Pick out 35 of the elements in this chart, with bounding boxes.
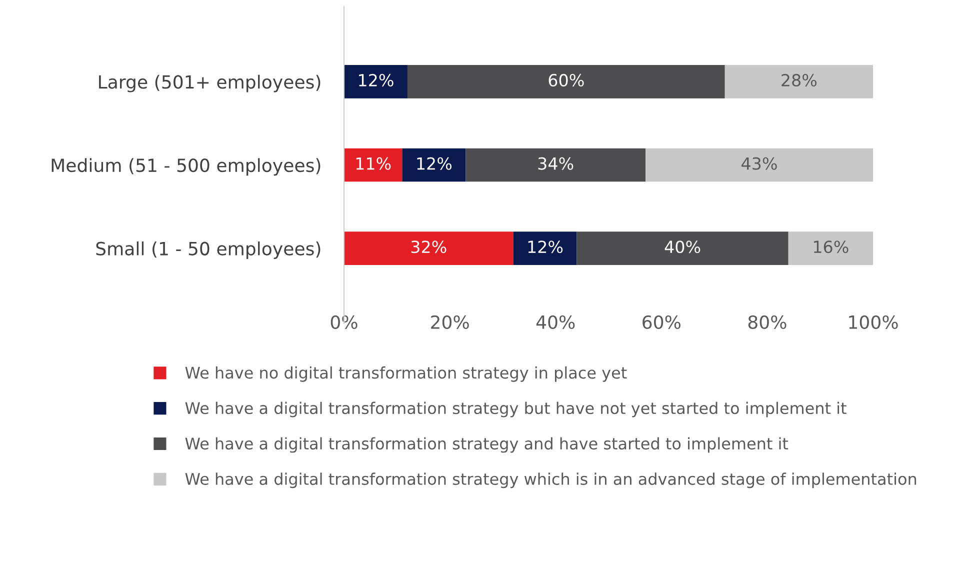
legend-label: We have a digital transformation strategy and have started to implement it xyxy=(185,437,788,453)
data-label: 32% xyxy=(411,240,446,254)
x-tick-label: 80% xyxy=(748,315,786,329)
bar xyxy=(576,232,788,265)
legend-label: We have a digital transformation strategy but have not yet started to implement it xyxy=(185,402,846,418)
data-label: 34% xyxy=(538,157,574,170)
data-label: 40% xyxy=(664,240,700,254)
legend-label: We have no digital transformation strategy in place yet xyxy=(185,366,627,382)
bar xyxy=(344,148,402,182)
data-label: 12% xyxy=(528,240,563,254)
data-label: 11% xyxy=(356,157,391,170)
y-tick-label: Small (1 - 50 employees) xyxy=(96,241,320,259)
bar xyxy=(646,148,873,182)
x-tick-label: 100% xyxy=(849,315,898,329)
data-label: 12% xyxy=(417,157,452,170)
bar xyxy=(466,148,646,182)
bar xyxy=(344,65,408,98)
bar xyxy=(724,65,873,98)
data-label: 28% xyxy=(782,74,817,87)
x-tick-label: 0% xyxy=(330,315,358,329)
bar xyxy=(402,148,466,182)
x-tick-label: 40% xyxy=(536,315,575,329)
y-tick-label: Medium (51 - 500 employees) xyxy=(52,158,320,176)
bar xyxy=(788,232,873,265)
y-tick-label: Large (501+ employees) xyxy=(99,74,320,92)
data-label: 16% xyxy=(814,240,848,254)
bar xyxy=(513,232,577,265)
bar xyxy=(344,232,514,265)
data-label: 60% xyxy=(548,74,584,87)
x-tick-label: 60% xyxy=(642,315,680,329)
bar xyxy=(407,65,725,98)
legend-label: We have a digital transformation strategy which is in an advanced stage of implementation xyxy=(185,472,916,488)
data-label: 12% xyxy=(359,74,394,87)
data-label: 43% xyxy=(742,157,777,170)
x-tick-label: 20% xyxy=(431,315,469,329)
